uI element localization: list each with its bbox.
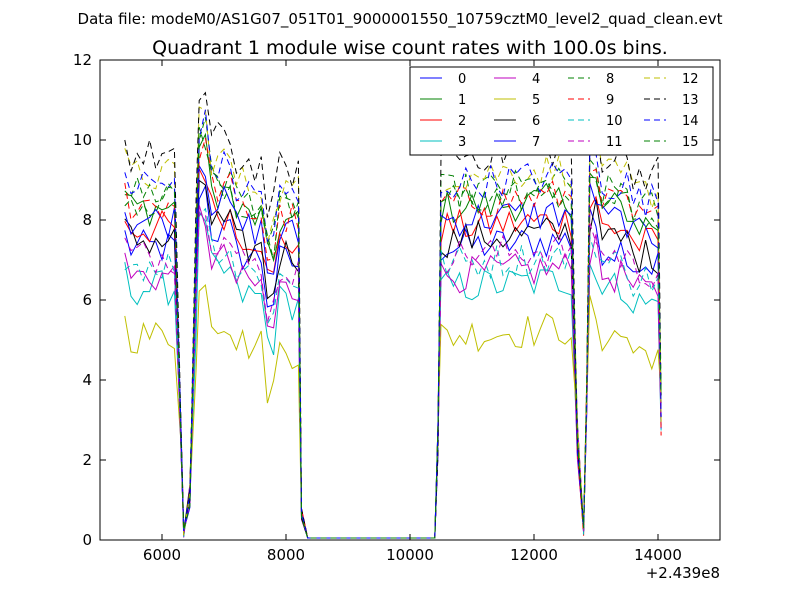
x-tick-label: 12000 (510, 546, 558, 564)
legend-label-10: 10 (606, 114, 623, 129)
y-tick-label: 4 (82, 371, 92, 389)
legend-label-0: 0 (458, 72, 466, 87)
chart-suptitle: Data file: modeM0/AS1G07_051T01_90000015… (78, 10, 723, 29)
chart-title: Quadrant 1 module wise count rates with … (152, 37, 668, 59)
legend-label-13: 13 (682, 93, 699, 108)
series-layer (124, 91, 662, 539)
series-line-5 (124, 283, 662, 539)
legend-label-5: 5 (532, 93, 540, 108)
legend-label-3: 3 (458, 135, 466, 150)
y-tick-label: 8 (82, 211, 92, 229)
legend-label-9: 9 (606, 93, 614, 108)
legend-label-15: 15 (682, 135, 699, 150)
legend-label-8: 8 (606, 72, 614, 87)
series-line-9 (124, 137, 662, 539)
y-tick-label: 6 (82, 291, 92, 309)
legend-label-11: 11 (606, 135, 623, 150)
series-line-11 (124, 213, 662, 539)
series-line-12 (124, 106, 662, 539)
x-tick-label: 10000 (386, 546, 434, 564)
legend-label-7: 7 (532, 135, 540, 150)
y-tick-label: 12 (73, 51, 92, 69)
series-line-14 (124, 109, 662, 539)
y-tick-label: 2 (82, 451, 92, 469)
legend-label-6: 6 (532, 114, 540, 129)
legend-label-1: 1 (458, 93, 466, 108)
series-line-15 (124, 127, 662, 539)
legend-label-12: 12 (682, 72, 699, 87)
legend-box (409, 66, 714, 156)
legend-label-4: 4 (532, 72, 540, 87)
x-tick-label: 6000 (143, 546, 181, 564)
x-tick-label: 8000 (267, 546, 305, 564)
legend-label-14: 14 (682, 114, 699, 129)
legend-label-2: 2 (458, 114, 466, 129)
y-tick-label: 10 (73, 131, 92, 149)
x-offset-label: +2.439e8 (646, 564, 720, 582)
x-tick-label: 14000 (634, 546, 682, 564)
y-tick-label: 0 (82, 531, 92, 549)
